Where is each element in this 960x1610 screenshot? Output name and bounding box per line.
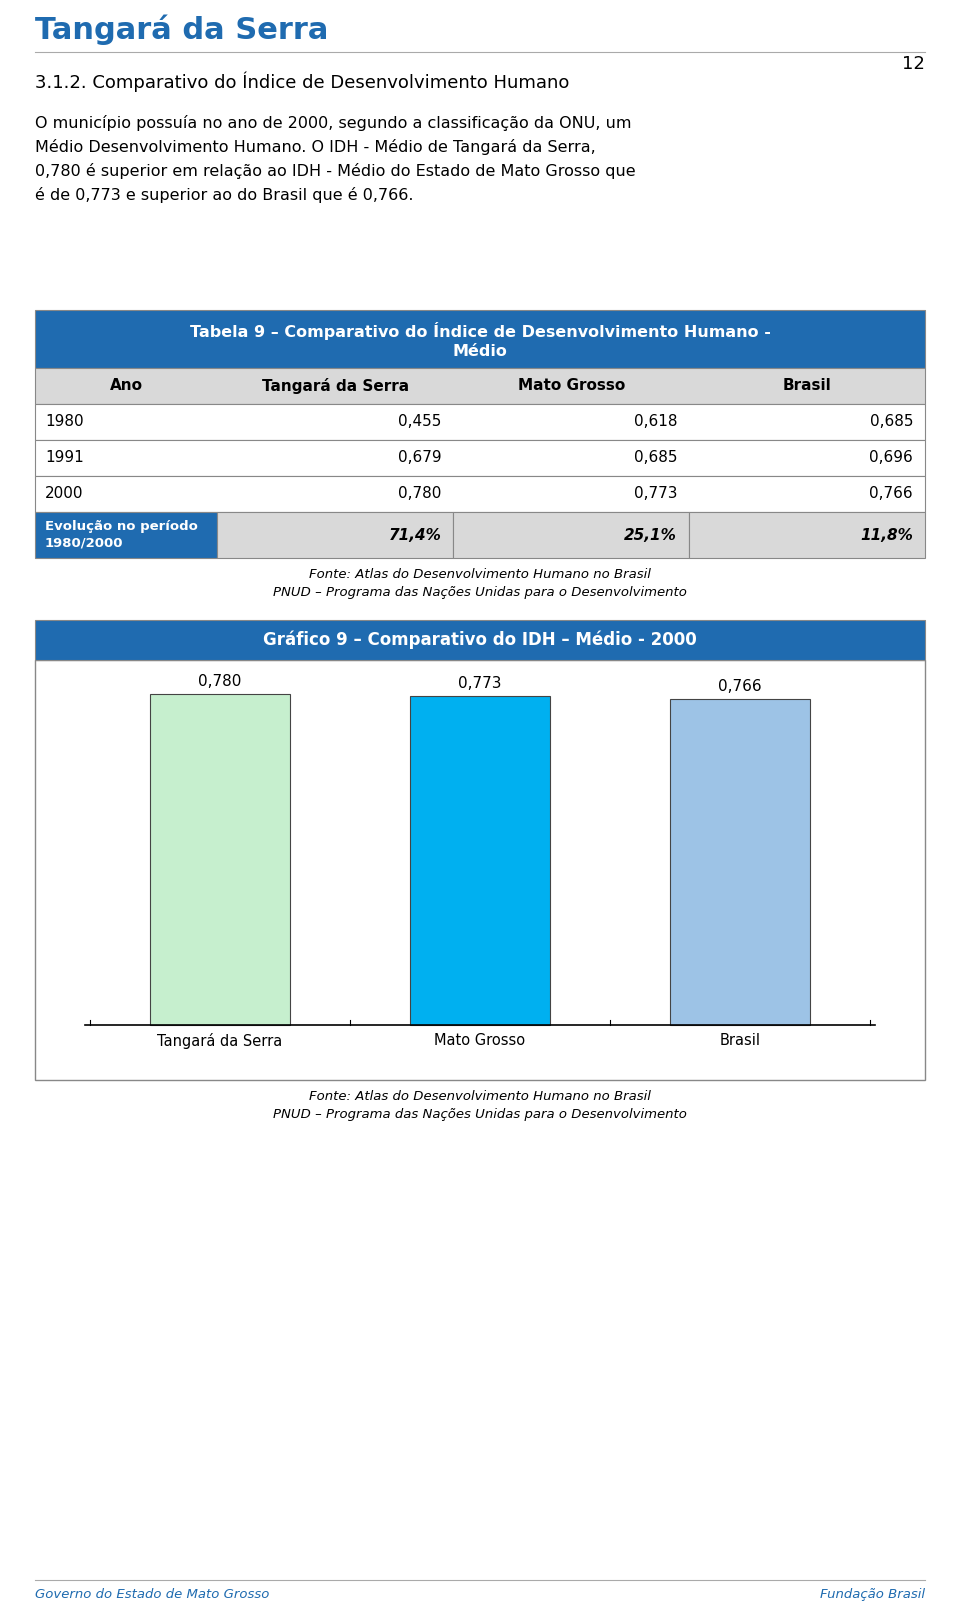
Bar (150, 694, 290, 1026)
Text: 0,618: 0,618 (634, 414, 677, 430)
Bar (35, 660, 925, 1080)
Text: 0,685: 0,685 (870, 414, 913, 430)
Bar (453, 512, 689, 559)
Text: Brasil: Brasil (782, 378, 831, 393)
Text: Brasil: Brasil (719, 1034, 760, 1048)
Bar (689, 512, 925, 559)
Text: 0,685: 0,685 (634, 451, 677, 465)
Text: Médio Desenvolvimento Humano. O IDH - Médio de Tangará da Serra,: Médio Desenvolvimento Humano. O IDH - Mé… (35, 138, 596, 155)
Text: 0,766: 0,766 (870, 486, 913, 501)
Text: é de 0,773 e superior ao do Brasil que é 0,766.: é de 0,773 e superior ao do Brasil que é… (35, 187, 414, 203)
Text: Tangará da Serra: Tangará da Serra (35, 14, 328, 45)
Text: 0,780: 0,780 (199, 673, 242, 689)
Text: 25,1%: 25,1% (624, 528, 677, 543)
Text: 3.1.2. Comparativo do Índice de Desenvolvimento Humano: 3.1.2. Comparativo do Índice de Desenvol… (35, 72, 569, 92)
Text: Fonte: Atlas do Desenvolvimento Humano no Brasil: Fonte: Atlas do Desenvolvimento Humano n… (309, 1090, 651, 1103)
Text: 11,8%: 11,8% (860, 528, 913, 543)
Text: 1980: 1980 (45, 414, 84, 430)
Text: Mato Grosso: Mato Grosso (435, 1034, 525, 1048)
Text: Tangará da Serra: Tangará da Serra (157, 1034, 282, 1050)
Text: Evolução no período
1980/2000: Evolução no período 1980/2000 (45, 520, 198, 551)
Text: 0,773: 0,773 (458, 676, 502, 691)
Bar (35, 311, 925, 369)
Text: 0,780: 0,780 (398, 486, 442, 501)
Text: PNUD – Programa das Nações Unidas para o Desenvolvimento: PNUD – Programa das Nações Unidas para o… (273, 586, 687, 599)
Text: 0,773: 0,773 (634, 486, 677, 501)
Text: 0,766: 0,766 (718, 679, 762, 694)
Text: 0,679: 0,679 (397, 451, 442, 465)
Text: Fonte: Atlas do Desenvolvimento Humano no Brasil: Fonte: Atlas do Desenvolvimento Humano n… (309, 568, 651, 581)
Text: 2000: 2000 (45, 486, 84, 501)
Bar (35, 620, 925, 660)
Text: Fundação Brasil: Fundação Brasil (820, 1587, 925, 1600)
Text: Governo do Estado de Mato Grosso: Governo do Estado de Mato Grosso (35, 1587, 270, 1600)
Text: Tangará da Serra: Tangará da Serra (262, 378, 409, 394)
Text: Gráfico 9 – Comparativo do IDH – Médio - 2000: Gráfico 9 – Comparativo do IDH – Médio -… (263, 631, 697, 649)
Text: 0,455: 0,455 (398, 414, 442, 430)
Bar (670, 699, 810, 1026)
Bar (410, 697, 550, 1026)
Text: PNUD – Programa das Nações Unidas para o Desenvolvimento: PNUD – Programa das Nações Unidas para o… (273, 1108, 687, 1121)
Bar (35, 512, 218, 559)
Text: 71,4%: 71,4% (389, 528, 442, 543)
Text: 12: 12 (902, 55, 925, 72)
Text: Ano: Ano (109, 378, 143, 393)
Bar (35, 440, 925, 477)
Bar (35, 477, 925, 512)
Text: Tabela 9 – Comparativo do Índice de Desenvolvimento Humano -: Tabela 9 – Comparativo do Índice de Dese… (189, 322, 771, 340)
Text: 0,696: 0,696 (869, 451, 913, 465)
Text: Médio: Médio (452, 343, 508, 359)
Text: 0,780 é superior em relação ao IDH - Médio do Estado de Mato Grosso que: 0,780 é superior em relação ao IDH - Méd… (35, 163, 636, 179)
Text: O município possuía no ano de 2000, segundo a classificação da ONU, um: O município possuía no ano de 2000, segu… (35, 114, 632, 130)
Bar (218, 512, 453, 559)
Text: Mato Grosso: Mato Grosso (517, 378, 625, 393)
Bar (35, 404, 925, 440)
Bar (35, 369, 925, 404)
Text: 1991: 1991 (45, 451, 84, 465)
